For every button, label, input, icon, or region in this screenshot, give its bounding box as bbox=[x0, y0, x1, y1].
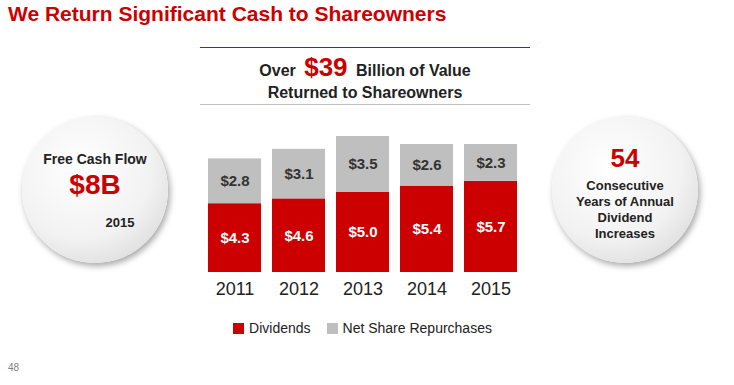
html-text:2015: 2015 bbox=[105, 215, 135, 230]
svg-text:2015: 2015 bbox=[471, 279, 511, 299]
html-text:Returned to Shareowners: Returned to Shareowners bbox=[267, 84, 463, 101]
svg-text:$5.7: $5.7 bbox=[476, 218, 505, 235]
html-text:We Return Significant Cash to: We Return Significant Cash to Shareowner… bbox=[8, 2, 447, 25]
svg-text:$5.0: $5.0 bbox=[348, 223, 377, 240]
svg-text:$3.1: $3.1 bbox=[284, 165, 313, 182]
html-text:Free Cash Flow: Free Cash Flow bbox=[43, 151, 147, 167]
svg-text:$5.4: $5.4 bbox=[412, 220, 442, 237]
svg-text:$3.5: $3.5 bbox=[348, 155, 377, 172]
svg-text:2011: 2011 bbox=[216, 279, 255, 299]
html-text:48: 48 bbox=[8, 362, 20, 373]
svg-text:2012: 2012 bbox=[279, 279, 319, 299]
svg-text:$4.6: $4.6 bbox=[284, 227, 313, 244]
html-text:Net Share Repurchases: Net Share Repurchases bbox=[342, 320, 492, 336]
html-text:Over$39Billion of Value: Over$39Billion of Value bbox=[259, 52, 471, 82]
svg-text:$2.6: $2.6 bbox=[412, 156, 441, 173]
html-text:$8B: $8B bbox=[69, 169, 121, 200]
svg-text:$2.3: $2.3 bbox=[476, 154, 505, 171]
svg-text:2013: 2013 bbox=[343, 279, 383, 299]
html-text:54: 54 bbox=[610, 143, 640, 173]
svg-text:2014: 2014 bbox=[407, 279, 447, 299]
svg-text:$2.8: $2.8 bbox=[220, 172, 249, 189]
svg-text:$4.3: $4.3 bbox=[220, 229, 249, 246]
html-text:Consecutive Years of Annual Di: Consecutive Years of Annual Dividend Inc… bbox=[576, 178, 674, 241]
html-text:Dividends: Dividends bbox=[249, 320, 311, 336]
